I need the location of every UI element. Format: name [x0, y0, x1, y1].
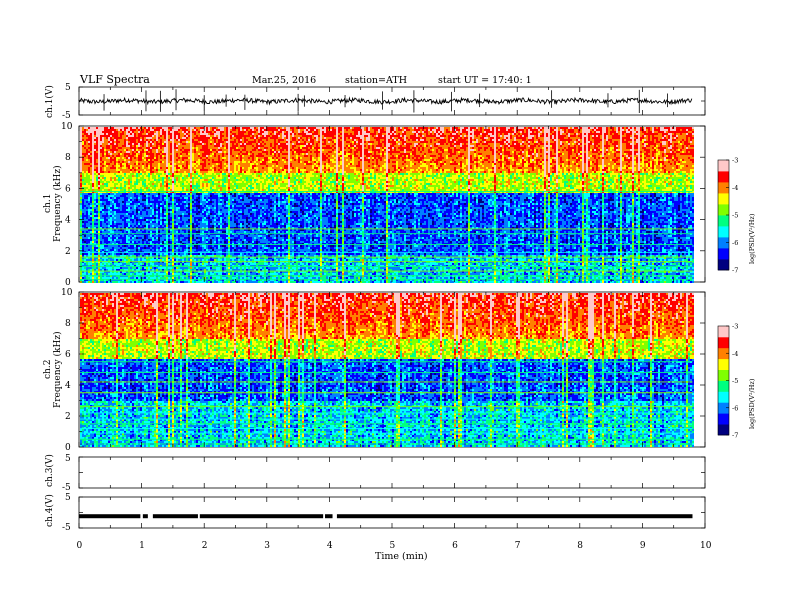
- ch1-ytick-bottom: -5: [62, 111, 71, 121]
- x-tick-label: 1: [139, 541, 145, 551]
- x-tick-label: 6: [452, 541, 458, 551]
- x-tick-label: 8: [577, 541, 583, 551]
- ch2-spec-ytick-label: 6: [65, 350, 71, 360]
- colorbar-label: log(PSD(V²/Hz): [748, 378, 756, 429]
- ch2-colorbar: -3 -4 -5 -6 -7 log(PSD(V²/Hz): [718, 323, 756, 440]
- ch3-waveform-ylabel: ch.3(V): [44, 454, 55, 487]
- colorbar-tick-label: -5: [732, 212, 738, 220]
- x-tick-label: 7: [515, 541, 521, 551]
- figure-title: VLF Spectra: [79, 73, 150, 86]
- ch1-spec-ylabel-channel: ch.1: [43, 194, 53, 213]
- x-tick-label: 0: [77, 541, 83, 551]
- date-label: Mar.25, 2016: [252, 75, 316, 86]
- ch2-spec-ylabel-frequency: Frequency (kHz): [52, 331, 63, 408]
- colorbar-tick-label: -5: [732, 377, 738, 385]
- ch1-spec-ytick-label: 8: [65, 153, 71, 163]
- ch4-ytick-bottom: -5: [62, 523, 71, 533]
- ch4-gap: [333, 514, 337, 519]
- start-time-label: start UT = 17:40: 1: [438, 75, 532, 86]
- ch2-spectrogram-image: [80, 293, 694, 447]
- ch1-waveform-trace: [79, 89, 692, 113]
- ch2-spec-ytick-label: 2: [65, 412, 71, 422]
- ch1-ytick-top: 5: [65, 83, 71, 93]
- ch1-spec-ylabel-frequency: Frequency (kHz): [52, 165, 63, 242]
- ch2-spec-ytick-label: 0: [65, 443, 71, 453]
- ch4-waveform-trace: [79, 514, 692, 519]
- ch3-ytick-top: 5: [65, 454, 71, 464]
- ch2-spec-ytick-label: 10: [61, 288, 73, 298]
- x-tick-label: 5: [390, 541, 396, 551]
- ch1-trace-line: [79, 98, 692, 104]
- ch1-spec-ytick-label: 4: [65, 216, 71, 226]
- ch1-waveform-ylabel: ch.1(V): [44, 85, 55, 118]
- ch1-colorbar: -3 -4 -5 -6 -7 log(PSD(V²/Hz): [718, 157, 756, 275]
- station-label: station=ATH: [345, 75, 407, 86]
- x-tick-label: 9: [640, 541, 646, 551]
- colorbar-tick-label: -7: [732, 432, 738, 440]
- x-tick-label: 10: [700, 541, 712, 551]
- ch1-spec-ytick-label: 10: [61, 122, 73, 132]
- ch4-gap: [140, 514, 143, 519]
- ch4-gap: [323, 514, 325, 519]
- ch4-gap: [198, 514, 200, 519]
- x-tick-label: 4: [327, 541, 333, 551]
- ch4-waveform-ylabel: ch.4(V): [44, 494, 55, 527]
- x-tick-label: 2: [202, 541, 208, 551]
- x-axis-label: Time (min): [375, 551, 428, 562]
- colorbar-tick-label: -3: [732, 157, 738, 165]
- colorbar-tick-label: -6: [732, 239, 738, 247]
- colorbar-tick-label: -6: [732, 404, 738, 412]
- ch3-ytick-bottom: -5: [62, 483, 71, 493]
- colorbar-tick-label: -4: [732, 184, 738, 192]
- ch4-gap: [148, 514, 153, 519]
- ch2-spec-ytick-label: 8: [65, 319, 71, 329]
- ch4-ytick-top: 5: [65, 493, 71, 503]
- ch1-spec-ytick-label: 0: [65, 278, 71, 288]
- ch1-spectrogram-image: [80, 127, 694, 283]
- x-tick-label: 3: [264, 541, 270, 551]
- ch2-spec-ylabel-channel: ch.2: [43, 360, 53, 379]
- colorbar-tick-label: -4: [732, 350, 738, 358]
- ch1-spec-ytick-label: 6: [65, 184, 71, 194]
- ch2-spec-ytick-label: 4: [65, 381, 71, 391]
- ch1-spec-ytick-label: 2: [65, 247, 71, 257]
- colorbar-tick-label: -7: [732, 267, 738, 275]
- colorbar-label: log(PSD(V²/Hz): [748, 213, 756, 264]
- ch4-trace-band: [79, 514, 692, 518]
- colorbar-tick-label: -3: [732, 323, 738, 331]
